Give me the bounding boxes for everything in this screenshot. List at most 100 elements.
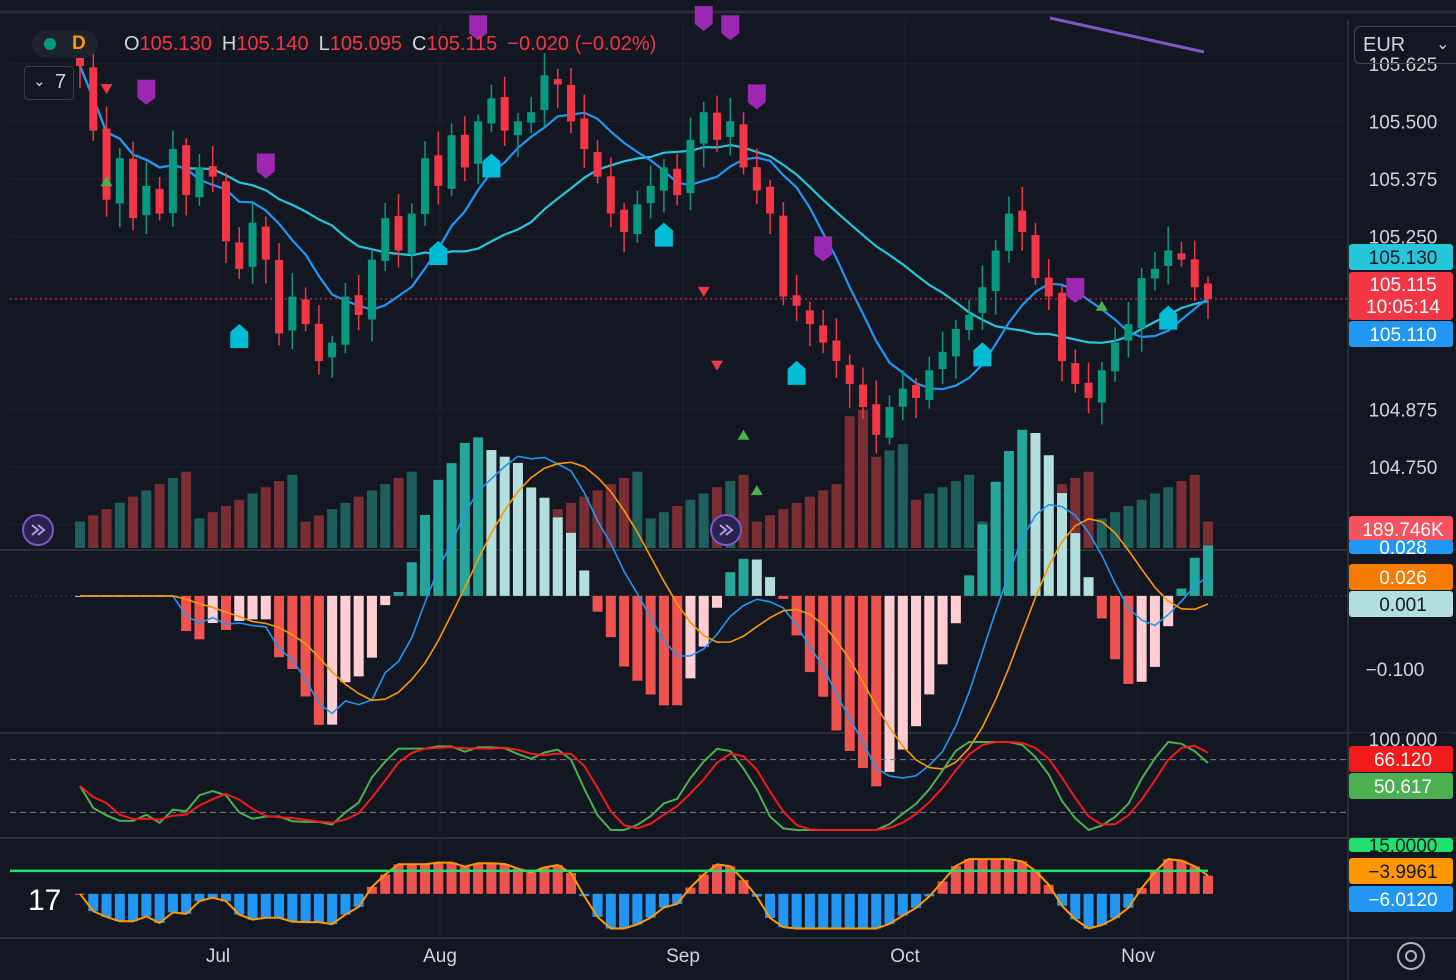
candle-body [965, 314, 974, 331]
oscillator-bar [207, 893, 218, 898]
chevron-down-icon: ⌄ [33, 73, 46, 90]
volume-bar [831, 484, 842, 548]
macd-histogram-bar [579, 570, 590, 596]
volume-bar [619, 477, 630, 548]
candle-body [208, 166, 217, 177]
macd-histogram-bar [1110, 595, 1121, 660]
stoch-pane [10, 740, 1348, 832]
macd-histogram-bar [207, 595, 218, 624]
oscillator-bar [1149, 871, 1160, 894]
macd-histogram-bar [672, 595, 683, 706]
osc-b-tag-bg [1349, 886, 1453, 912]
oscillator-bar [990, 859, 1001, 894]
price-tick-label: 105.625 [1369, 55, 1438, 76]
candle-body [1124, 324, 1133, 341]
settings-gear-icon[interactable] [1397, 942, 1425, 970]
candle-body [394, 216, 403, 251]
oscillator-bar [327, 893, 338, 925]
volume-bar [88, 515, 99, 548]
candle-body [646, 185, 655, 204]
indicators-toggle-button[interactable]: ⌄ 7 [24, 66, 74, 100]
candle-body [898, 388, 907, 407]
candle-body [1004, 213, 1013, 251]
macd-histogram-bar [605, 595, 616, 638]
macd-histogram-bar [566, 532, 577, 596]
macd-histogram-bar [1070, 533, 1081, 596]
stoch-k-tag: 66.120 [1374, 750, 1432, 771]
oscillator-bar [313, 893, 324, 923]
macd-histogram-bar [473, 437, 484, 596]
market-status-badge[interactable]: D [32, 30, 98, 58]
candle-body [739, 124, 748, 168]
sma-slow-price-tag-bg [1349, 321, 1453, 347]
signal-markers [22, 6, 1178, 546]
purple-flag-marker [694, 6, 713, 31]
macd-signal-tag-bg [1349, 564, 1453, 590]
macd-hist-tag: 0.001 [1379, 595, 1427, 616]
volume-bar [1136, 499, 1147, 548]
sma-fast-price-tag-bg [1349, 244, 1453, 270]
oscillator-bar [260, 893, 271, 918]
macd-histogram-bar [247, 595, 258, 620]
macd-histogram-bar [804, 595, 815, 673]
volume-bar [566, 502, 577, 548]
macd-histogram-bar [1003, 451, 1014, 596]
volume-bar [260, 487, 271, 548]
macd-histogram-bar [1096, 595, 1107, 619]
candle-body [487, 98, 496, 124]
candle-body [341, 296, 350, 345]
macd-histogram-bar [1083, 577, 1094, 596]
osc-top-tag-bg [1349, 838, 1453, 852]
volume-bar [924, 493, 935, 548]
candle-body [129, 158, 138, 219]
oscillator-bar [114, 893, 125, 922]
volume-bar [1163, 487, 1174, 548]
volume-bar [778, 509, 789, 548]
candle-body [845, 364, 854, 385]
macd-histogram-bar [287, 595, 298, 670]
cyan-up-arrow-marker [1159, 305, 1178, 330]
stoch-k-tag-bg [1349, 746, 1453, 772]
oscillator-bar [473, 863, 484, 894]
macd-histogram-bar [937, 595, 948, 665]
low-value: 105.095 [329, 33, 403, 55]
volume-bar [380, 484, 391, 548]
oscillator-bar [353, 893, 364, 907]
macd-histogram-bar [446, 463, 457, 596]
purple-flag-marker [469, 15, 488, 41]
volume-bar [911, 499, 922, 548]
candle-body [858, 384, 867, 408]
oscillator-bar [818, 893, 829, 929]
macd-histogram-bar [380, 595, 391, 606]
macd-signal-tag: 0.026 [1379, 568, 1427, 589]
volume-bar [327, 509, 338, 548]
oscillator-bar [1110, 893, 1121, 919]
oscillator-bar [937, 881, 948, 894]
currency-select[interactable]: EUR [1354, 26, 1456, 64]
high-value: 105.140 [236, 33, 309, 55]
candle-body [182, 145, 191, 196]
candle-body [699, 112, 708, 144]
oscillator-bar [552, 865, 563, 894]
candle-body [885, 407, 894, 438]
oscillator-bar [101, 893, 112, 917]
volume-bar [114, 502, 125, 548]
candle-body [540, 75, 549, 111]
macd-histogram-bar [340, 595, 351, 683]
oscillator-bar [486, 863, 497, 894]
macd-histogram-bar [433, 479, 444, 596]
oscillator-bar [765, 893, 776, 918]
sma-fast-price-tag: 105.130 [1369, 248, 1438, 269]
candles [76, 39, 1212, 454]
macd-histogram-bar [818, 595, 829, 697]
oscillator-bar [420, 864, 431, 894]
price-tick-label: 104.750 [1369, 458, 1438, 479]
axes: 105.625 105.500 105.375 105.250 104.875 104.7… [206, 55, 1453, 967]
sma-slow-price-tag: 105.110 [1369, 325, 1436, 346]
purple-flag-marker [814, 236, 833, 262]
oscillator-bar [685, 887, 696, 894]
candle-body [912, 384, 921, 398]
red-triangle-marker [697, 286, 710, 297]
candle-body [686, 139, 695, 194]
